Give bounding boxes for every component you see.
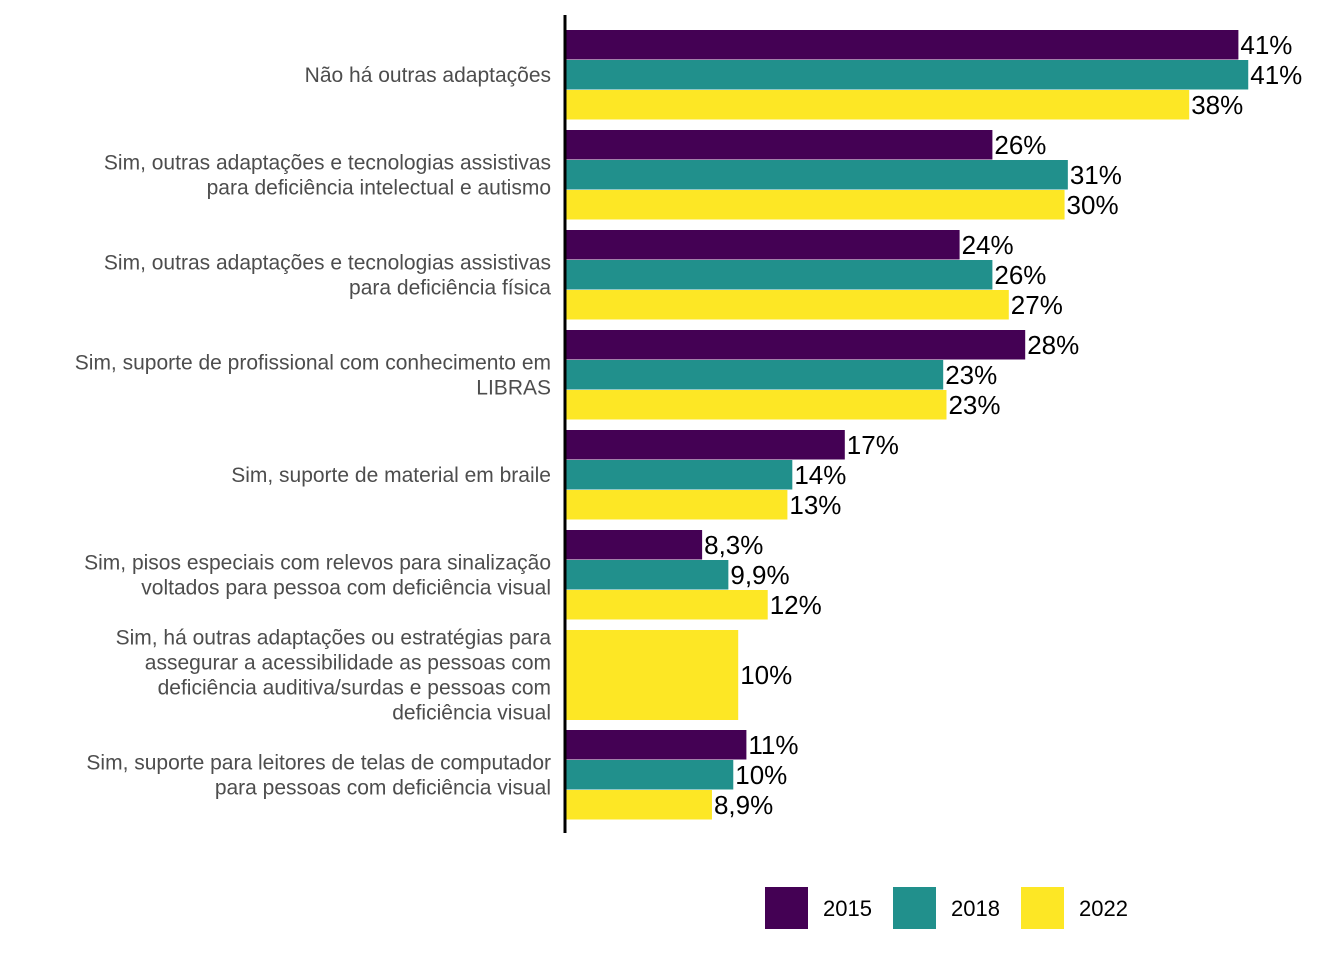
- bar-2022-cat-0: [566, 90, 1190, 120]
- legend: 2015 2018 2022: [765, 887, 1128, 929]
- value-label-2022-cat-2: 27%: [1011, 290, 1063, 320]
- value-label-2018-cat-2: 26%: [994, 260, 1046, 290]
- value-labels-group: 41%41%38%26%31%30%24%26%27%28%23%23%17%1…: [704, 30, 1302, 820]
- bar-2022-cat-2: [566, 290, 1009, 320]
- category-label-6: Sim, há outras adaptações ou estratégias…: [116, 627, 552, 725]
- category-label-7: Sim, suporte para leitores de telas de c…: [86, 752, 551, 800]
- value-label-2022-cat-7: 8,9%: [714, 790, 773, 820]
- legend-swatch-2022: [1021, 887, 1064, 929]
- value-label-2015-cat-4: 17%: [847, 430, 899, 460]
- value-label-2022-cat-0: 38%: [1191, 90, 1243, 120]
- bar-2022-cat-7: [566, 790, 712, 820]
- value-label-2022-cat-5: 12%: [770, 590, 822, 620]
- legend-swatch-2018: [893, 887, 936, 929]
- category-label-0: Não há outras adaptações: [305, 64, 551, 87]
- category-label-1: Sim, outras adaptações e tecnologias ass…: [104, 152, 551, 200]
- bar-2018-cat-3: [566, 360, 944, 390]
- bar-2022-cat-1: [566, 190, 1065, 220]
- legend-label-2022: 2022: [1079, 896, 1128, 921]
- bar-2015-cat-3: [566, 330, 1026, 360]
- value-label-2018-cat-7: 10%: [735, 760, 787, 790]
- category-labels-group: Não há outras adaptações Sim, outras adap…: [75, 64, 552, 800]
- value-label-2018-cat-3: 23%: [945, 360, 997, 390]
- bar-2018-cat-1: [566, 160, 1068, 190]
- value-label-2018-cat-4: 14%: [794, 460, 846, 490]
- value-label-2022-cat-4: 13%: [789, 490, 841, 520]
- legend-swatch-2015: [765, 887, 808, 929]
- value-label-2022-cat-1: 30%: [1067, 190, 1119, 220]
- bars-group: [566, 30, 1249, 820]
- value-label-2018-cat-1: 31%: [1070, 160, 1122, 190]
- legend-label-2015: 2015: [823, 896, 872, 921]
- value-label-2018-cat-0: 41%: [1250, 60, 1302, 90]
- bar-2018-cat-2: [566, 260, 993, 290]
- bar-2018-cat-4: [566, 460, 793, 490]
- value-label-2015-cat-2: 24%: [962, 230, 1014, 260]
- value-label-2015-cat-3: 28%: [1027, 330, 1079, 360]
- bar-2018-cat-0: [566, 60, 1249, 90]
- value-label-2022-cat-3: 23%: [948, 390, 1000, 420]
- value-label-2022-cat-6: 10%: [740, 660, 792, 690]
- bar-2015-cat-2: [566, 230, 960, 260]
- bar-2015-cat-7: [566, 730, 747, 760]
- bar-2015-cat-5: [566, 530, 703, 560]
- bar-2022-cat-4: [566, 490, 788, 520]
- bar-2022-cat-6: [566, 630, 739, 720]
- bar-2022-cat-3: [566, 390, 947, 420]
- bar-2015-cat-4: [566, 430, 845, 460]
- category-label-2: Sim, outras adaptações e tecnologias ass…: [104, 252, 551, 300]
- bar-2018-cat-7: [566, 760, 734, 790]
- category-label-5: Sim, pisos especiais com relevos para si…: [84, 552, 551, 600]
- bar-2015-cat-0: [566, 30, 1239, 60]
- bar-2015-cat-1: [566, 130, 993, 160]
- category-label-3: Sim, suporte de profissional com conheci…: [75, 352, 551, 400]
- bar-2018-cat-5: [566, 560, 729, 590]
- value-label-2018-cat-5: 9,9%: [730, 560, 789, 590]
- bar-2022-cat-5: [566, 590, 768, 620]
- value-label-2015-cat-1: 26%: [994, 130, 1046, 160]
- value-label-2015-cat-5: 8,3%: [704, 530, 763, 560]
- legend-label-2018: 2018: [951, 896, 1000, 921]
- value-label-2015-cat-0: 41%: [1240, 30, 1292, 60]
- value-label-2015-cat-7: 11%: [748, 730, 798, 760]
- category-label-4: Sim, suporte de material em braile: [231, 464, 551, 487]
